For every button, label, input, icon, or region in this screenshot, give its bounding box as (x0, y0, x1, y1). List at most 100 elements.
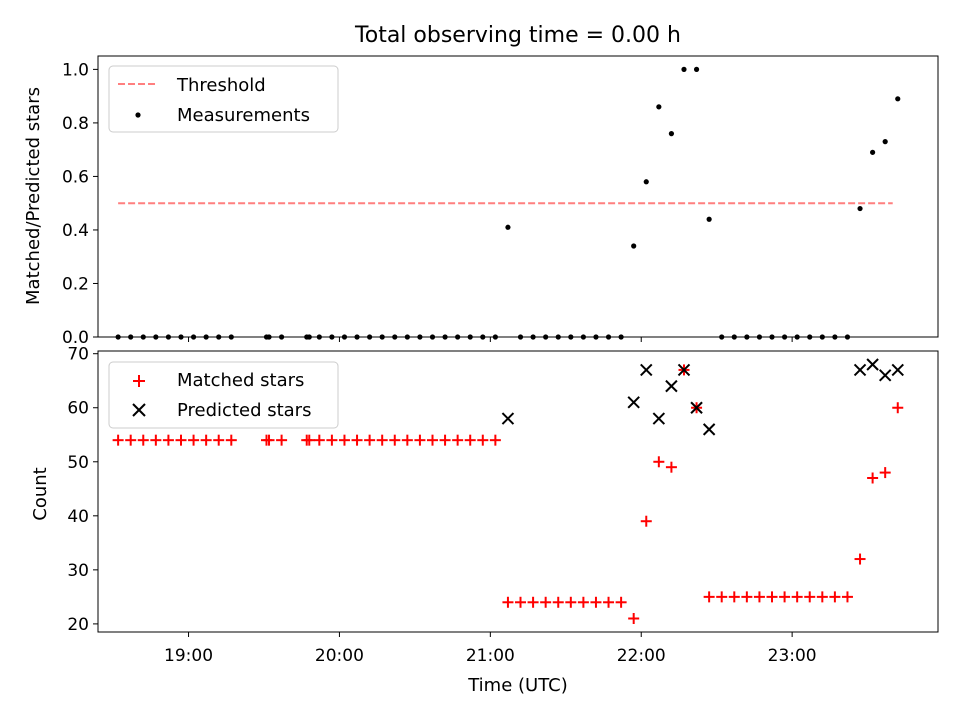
matched-star-point (615, 596, 627, 608)
measurement-point (870, 149, 876, 155)
measurement-point (656, 104, 662, 110)
matched-star-point (703, 591, 715, 603)
predicted-star-point (501, 412, 515, 425)
matched-star-point (426, 434, 438, 446)
top-x-axis (188, 337, 793, 342)
top-y-axis-label: Matched/Predicted stars (23, 87, 44, 305)
matched-star-point (565, 596, 577, 608)
matched-star-point (728, 591, 740, 603)
matched-star-point (489, 434, 501, 446)
x-tick-label: 23:00 (768, 646, 817, 666)
top-panel: 0.0 0.2 0.4 0.6 0.8 1.0 Matched/Predicted sta… (23, 55, 939, 348)
measurement-point (857, 205, 863, 212)
matched-star-point (841, 591, 853, 603)
matched-star-point (540, 596, 552, 608)
bottom-y-axis-label: Count (30, 467, 51, 520)
legend-threshold-label: Threshold (176, 75, 266, 96)
matched-star-point (640, 515, 652, 527)
legend-measurements-swatch (135, 112, 141, 118)
top-y-tick-label: 0.0 (62, 328, 89, 348)
top-axes-frame (97, 55, 939, 338)
predicted-star-point (690, 401, 703, 414)
matched-star-point (401, 434, 413, 446)
bottom-panel: 20 30 40 50 60 70 19:00 20:00 21:00 22:00 23:00 C… (30, 345, 939, 666)
top-y-tick-label: 1.0 (62, 60, 89, 80)
matched-star-point (213, 434, 225, 446)
predicted-star-point (665, 379, 678, 393)
bottom-y-tick-label: 20 (67, 615, 89, 635)
matched-star-point (162, 434, 174, 446)
measurement-point (643, 179, 649, 185)
matched-star-point (753, 591, 765, 603)
top-y-tick-label: 0.6 (62, 167, 89, 187)
measurement-point (631, 243, 637, 249)
matched-star-point (653, 456, 665, 468)
x-tick-label: 22:00 (617, 646, 666, 666)
matched-star-point (351, 434, 363, 446)
matched-star-point (364, 434, 376, 446)
matched-star-point (892, 402, 904, 414)
matched-star-point (376, 434, 388, 446)
matched-star-point (276, 434, 288, 446)
bottom-y-tick-label: 40 (67, 507, 89, 527)
bottom-y-tick-label: 70 (67, 345, 89, 365)
matched-star-point (225, 434, 237, 446)
figure-title: Total observing time = 0.00 h (354, 23, 681, 48)
predicted-star-point (702, 423, 716, 436)
matched-star-point (303, 434, 315, 446)
predicted-star-point (891, 363, 904, 377)
matched-star-point (502, 596, 514, 608)
bottom-y-axis: 20 30 40 50 60 70 (67, 345, 98, 635)
predicted-star-point (677, 363, 691, 377)
matched-star-point (603, 596, 615, 608)
legend-predicted-swatch (132, 403, 146, 417)
matched-star-point (389, 434, 401, 446)
matched-star-point (452, 434, 464, 446)
measurement-point (681, 66, 687, 72)
bottom-legend-box (108, 361, 339, 429)
matched-star-point (552, 596, 564, 608)
measurement-point (882, 139, 888, 145)
matched-star-point (112, 434, 124, 446)
matched-star-point (779, 591, 791, 603)
bottom-plot-area (112, 358, 904, 624)
x-tick-label: 21:00 (466, 646, 515, 666)
top-y-tick-label: 0.8 (62, 114, 89, 134)
bottom-y-tick-label: 30 (67, 561, 89, 581)
matched-star-point (439, 434, 451, 446)
top-y-tick-label: 0.2 (62, 274, 89, 294)
matched-star-point (577, 596, 589, 608)
bottom-y-tick-label: 50 (67, 453, 89, 473)
matched-star-point (477, 434, 489, 446)
bottom-y-tick-label: 60 (67, 399, 89, 419)
matched-star-point (804, 591, 816, 603)
matched-star-point (665, 461, 677, 473)
measurement-point (668, 131, 675, 137)
matched-star-point (263, 434, 275, 446)
measurement-point (693, 66, 700, 72)
measurement-point (895, 96, 901, 102)
matched-star-point (527, 596, 539, 608)
matched-star-point (766, 591, 778, 603)
legend-measurements-label: Measurements (177, 105, 310, 126)
measurement-point (706, 216, 712, 222)
matched-star-point (716, 591, 728, 603)
matched-star-point (200, 434, 212, 446)
predicted-star-point (627, 396, 640, 409)
matched-star-point (313, 434, 325, 446)
matched-star-point (854, 553, 866, 565)
matched-star-point (137, 434, 149, 446)
matched-star-point (816, 591, 828, 603)
predicted-star-point (853, 363, 867, 377)
matched-star-point (414, 434, 426, 446)
matched-star-point (829, 591, 841, 603)
top-legend-box (108, 65, 339, 133)
top-y-axis: 0.0 0.2 0.4 0.6 0.8 1.0 (62, 60, 98, 348)
matched-star-point (867, 472, 879, 484)
matched-star-point (628, 612, 640, 624)
matched-star-point (590, 596, 602, 608)
matched-star-point (125, 434, 137, 446)
matched-star-point (741, 591, 753, 603)
